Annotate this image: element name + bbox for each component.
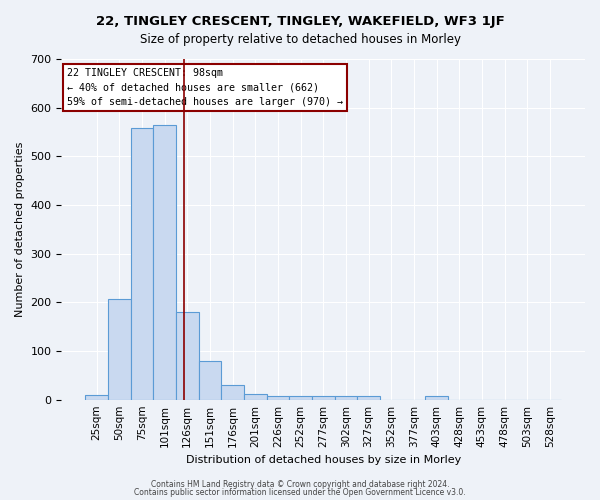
Text: 22 TINGLEY CRESCENT: 98sqm
← 40% of detached houses are smaller (662)
59% of sem: 22 TINGLEY CRESCENT: 98sqm ← 40% of deta… [67, 68, 343, 107]
Bar [357, 396, 380, 400]
Bar [335, 396, 357, 400]
Text: Size of property relative to detached houses in Morley: Size of property relative to detached ho… [139, 32, 461, 46]
Bar [289, 396, 312, 400]
Bar [266, 396, 289, 400]
Bar [312, 396, 335, 400]
Bar [199, 360, 221, 400]
Bar [176, 312, 199, 400]
Text: 22, TINGLEY CRESCENT, TINGLEY, WAKEFIELD, WF3 1JF: 22, TINGLEY CRESCENT, TINGLEY, WAKEFIELD… [95, 15, 505, 28]
Text: Contains HM Land Registry data © Crown copyright and database right 2024.: Contains HM Land Registry data © Crown c… [151, 480, 449, 489]
Text: Contains public sector information licensed under the Open Government Licence v3: Contains public sector information licen… [134, 488, 466, 497]
Bar [131, 128, 153, 400]
Bar [221, 385, 244, 400]
Bar [244, 394, 266, 400]
Bar [153, 124, 176, 400]
Bar [108, 299, 131, 400]
Bar [425, 396, 448, 400]
Y-axis label: Number of detached properties: Number of detached properties [15, 142, 25, 317]
X-axis label: Distribution of detached houses by size in Morley: Distribution of detached houses by size … [185, 455, 461, 465]
Bar [85, 395, 108, 400]
